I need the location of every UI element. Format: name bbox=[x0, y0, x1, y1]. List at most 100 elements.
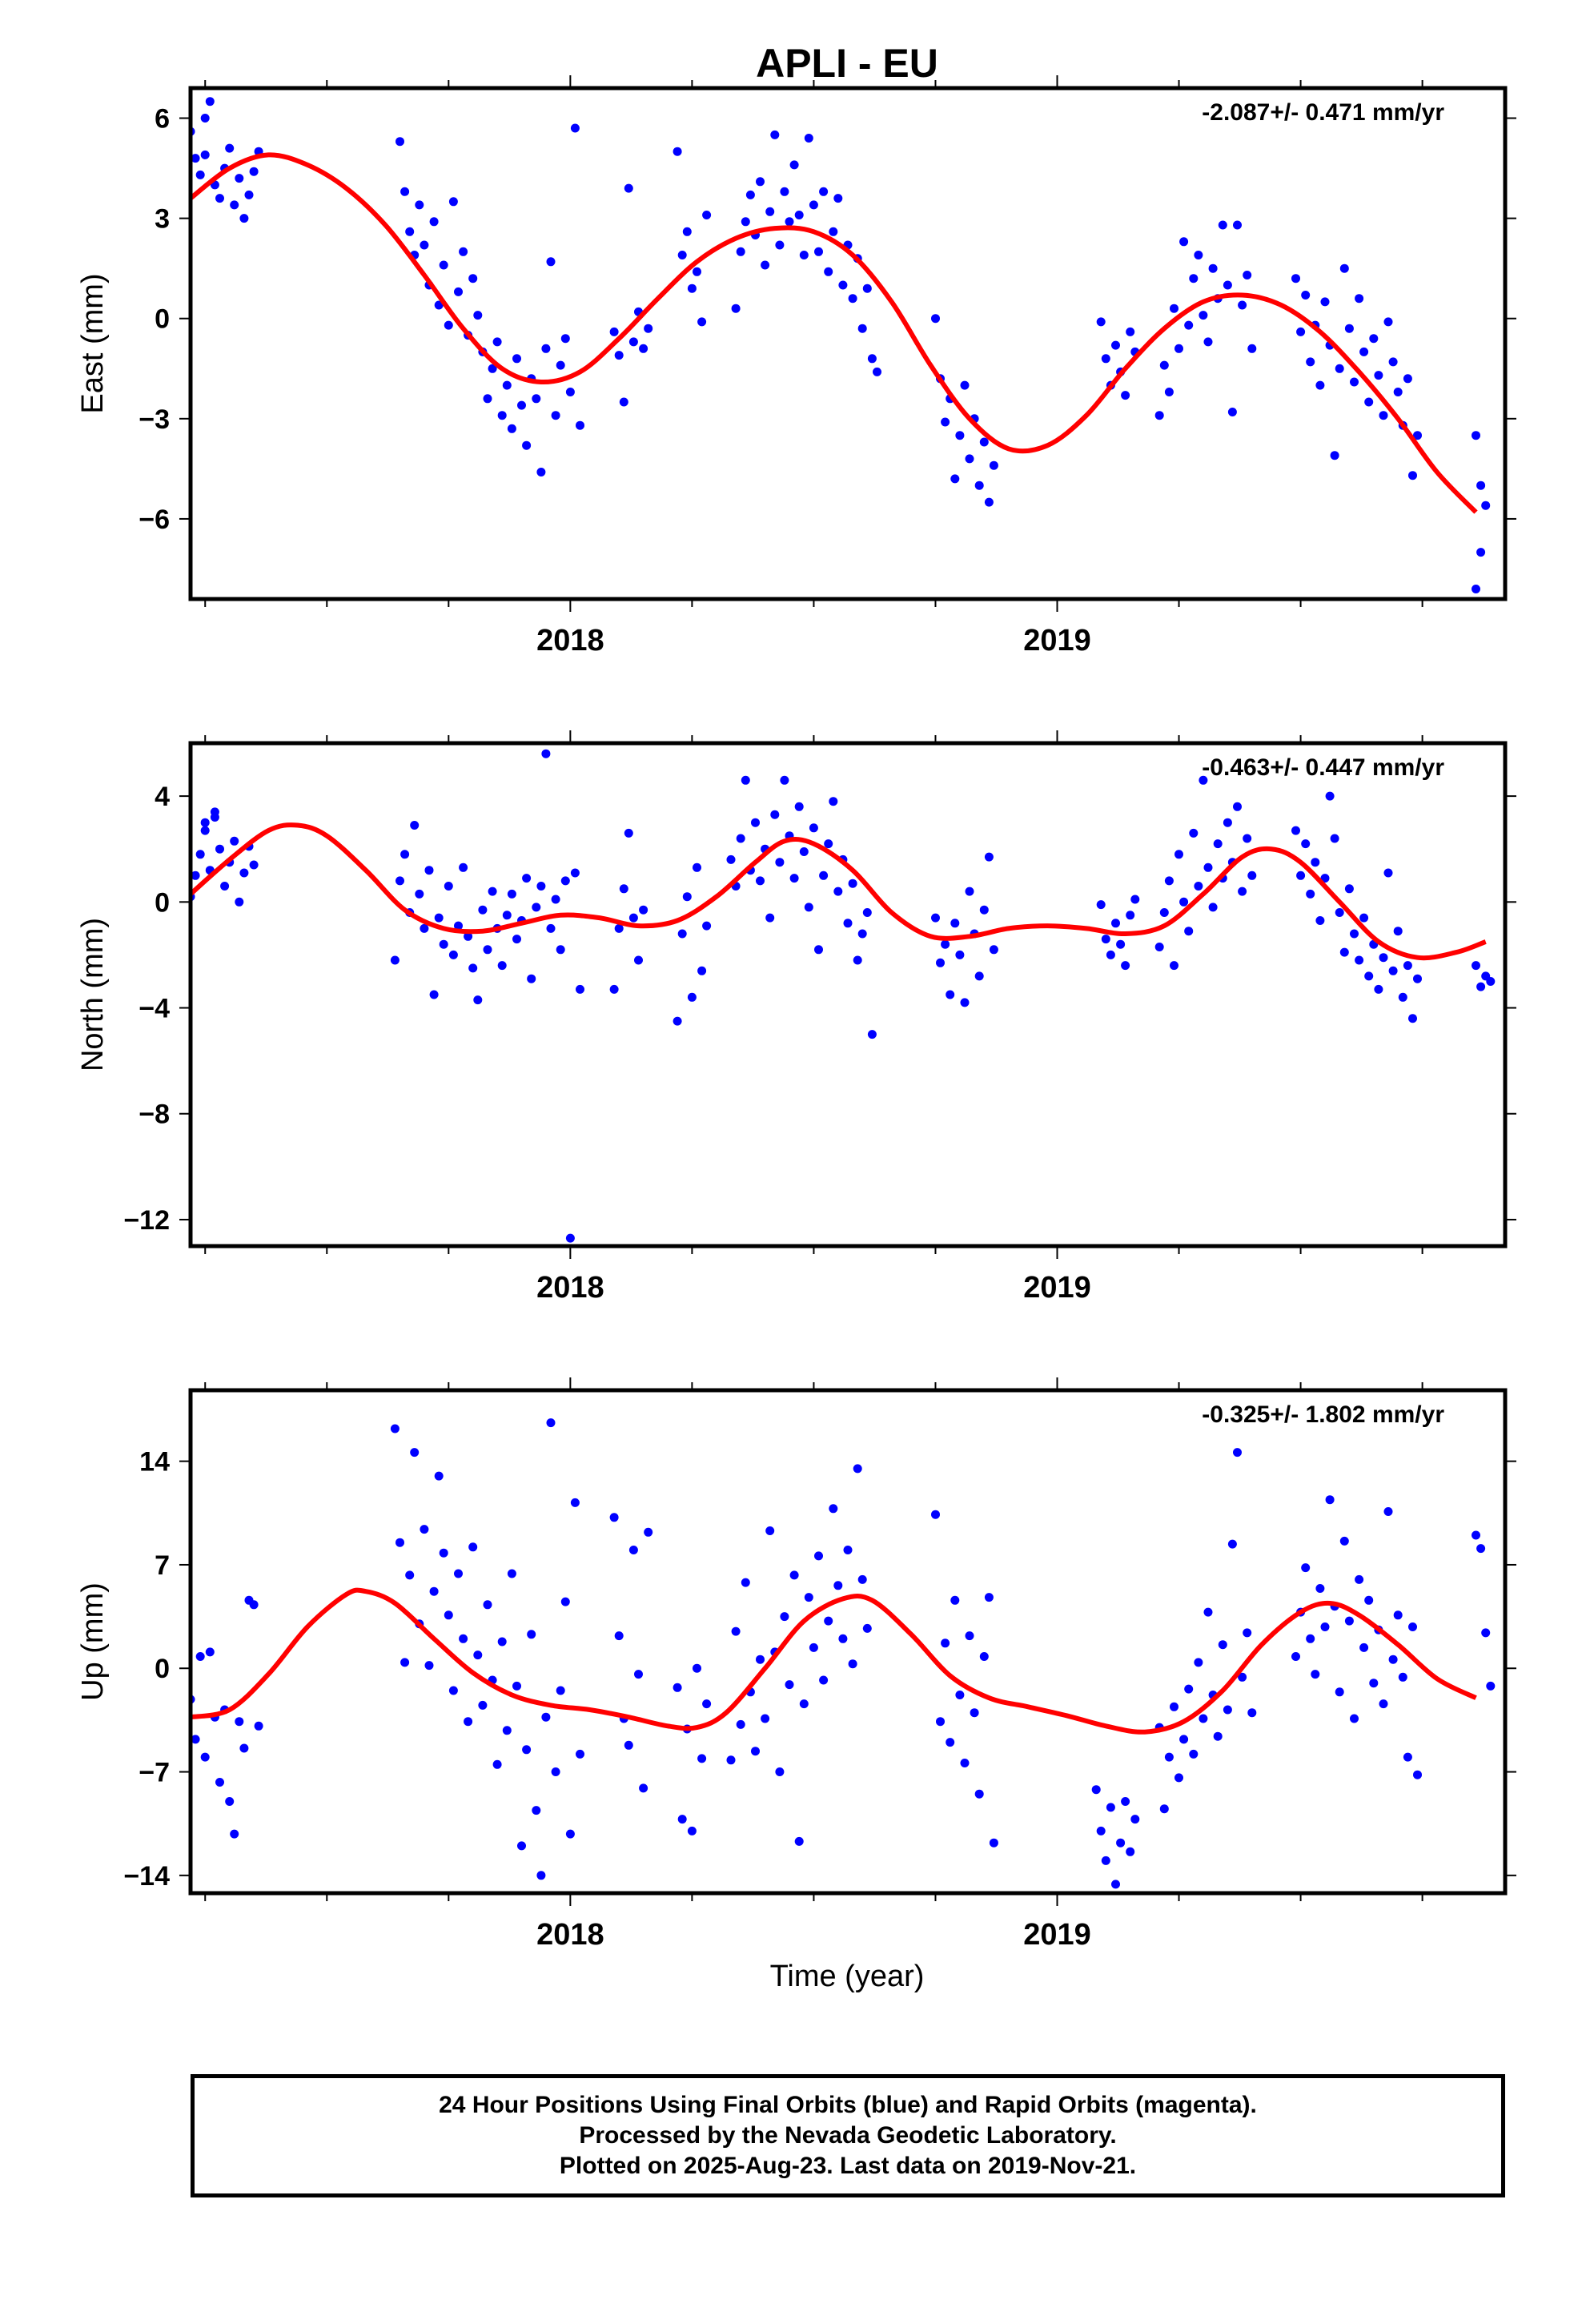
data-point bbox=[454, 1569, 463, 1578]
data-point bbox=[1106, 950, 1115, 959]
data-point bbox=[624, 828, 633, 838]
data-point bbox=[614, 1631, 624, 1641]
data-point bbox=[415, 200, 424, 210]
data-point bbox=[1325, 1495, 1335, 1505]
data-point bbox=[761, 1714, 770, 1723]
data-point bbox=[974, 1789, 984, 1799]
data-point bbox=[857, 929, 867, 939]
data-point bbox=[1218, 1640, 1227, 1650]
data-point bbox=[979, 905, 989, 915]
data-point bbox=[946, 990, 955, 999]
data-point bbox=[522, 440, 532, 450]
data-point bbox=[459, 1634, 468, 1643]
y-tick-label: 0 bbox=[155, 304, 170, 335]
data-point bbox=[697, 1754, 707, 1763]
data-point bbox=[1227, 408, 1237, 416]
data-point bbox=[751, 818, 760, 827]
data-point bbox=[989, 460, 998, 470]
data-point bbox=[400, 187, 410, 196]
data-point bbox=[1154, 943, 1164, 951]
data-point bbox=[507, 1569, 516, 1578]
data-point bbox=[570, 1498, 580, 1507]
data-point bbox=[677, 929, 687, 939]
data-point bbox=[1379, 953, 1388, 963]
data-point bbox=[1208, 263, 1218, 273]
data-point bbox=[634, 1670, 643, 1679]
data-point bbox=[1247, 344, 1257, 353]
data-point bbox=[1408, 471, 1417, 480]
data-point bbox=[1194, 1658, 1203, 1667]
data-point bbox=[931, 314, 940, 324]
data-point bbox=[941, 939, 950, 949]
data-point bbox=[532, 394, 541, 404]
data-point bbox=[955, 1691, 965, 1699]
data-point bbox=[1199, 775, 1208, 785]
data-point bbox=[614, 351, 624, 360]
data-point bbox=[1383, 1507, 1393, 1516]
data-point bbox=[1106, 1803, 1115, 1812]
data-point bbox=[1227, 1539, 1237, 1549]
data-point bbox=[1476, 982, 1486, 991]
data-point bbox=[853, 1464, 862, 1474]
data-point bbox=[741, 1578, 750, 1587]
data-point bbox=[1184, 1684, 1194, 1694]
data-point bbox=[570, 868, 580, 878]
data-point bbox=[1320, 1622, 1330, 1631]
data-point bbox=[1374, 371, 1383, 380]
data-point bbox=[1306, 889, 1315, 899]
fit-curve bbox=[191, 152, 1478, 514]
data-point bbox=[551, 895, 560, 904]
data-point bbox=[560, 876, 570, 886]
data-point bbox=[1170, 961, 1178, 971]
data-point bbox=[687, 992, 697, 1002]
data-point bbox=[804, 903, 813, 912]
y-tick-label: 6 bbox=[155, 104, 170, 135]
data-point bbox=[220, 882, 230, 891]
data-point bbox=[624, 183, 633, 193]
data-point bbox=[1311, 1670, 1320, 1679]
data-point bbox=[1101, 354, 1110, 364]
y-tick-label: 7 bbox=[155, 1550, 170, 1581]
points-group bbox=[191, 1418, 1496, 1889]
plot-frame bbox=[188, 1388, 1508, 1896]
data-point bbox=[765, 1526, 775, 1535]
data-point bbox=[546, 1418, 556, 1428]
data-point bbox=[946, 1738, 955, 1747]
data-point bbox=[814, 247, 823, 256]
data-point bbox=[1486, 1681, 1496, 1691]
data-point bbox=[1335, 908, 1344, 917]
data-point bbox=[1350, 929, 1359, 939]
data-point bbox=[254, 1721, 263, 1731]
data-point bbox=[239, 214, 249, 223]
data-point bbox=[1403, 1752, 1412, 1762]
data-point bbox=[390, 1424, 400, 1433]
data-point bbox=[239, 1743, 249, 1753]
data-point bbox=[1096, 900, 1106, 910]
data-point bbox=[1398, 992, 1407, 1002]
data-point bbox=[687, 1826, 697, 1835]
data-point bbox=[576, 420, 584, 430]
data-point bbox=[1344, 324, 1354, 333]
data-point bbox=[780, 187, 789, 196]
data-point bbox=[965, 1631, 974, 1641]
data-point bbox=[1213, 1731, 1223, 1741]
data-point bbox=[200, 150, 210, 159]
data-point bbox=[873, 367, 881, 376]
y-tick-label: 0 bbox=[155, 1654, 170, 1684]
y-tick-label: 0 bbox=[155, 887, 170, 918]
data-point bbox=[570, 123, 580, 133]
data-point bbox=[497, 961, 507, 971]
data-point bbox=[424, 1661, 434, 1671]
data-point bbox=[799, 1699, 809, 1709]
data-point bbox=[459, 247, 468, 256]
data-point bbox=[756, 177, 765, 187]
data-point bbox=[205, 1647, 215, 1657]
x-tick-label: 2018 bbox=[536, 1918, 604, 1952]
x-tick-label: 2018 bbox=[536, 624, 604, 657]
data-point bbox=[829, 797, 838, 806]
data-point bbox=[833, 194, 843, 203]
plot-frame bbox=[188, 741, 1508, 1248]
points-group bbox=[191, 97, 1491, 593]
data-point bbox=[1164, 1752, 1174, 1762]
